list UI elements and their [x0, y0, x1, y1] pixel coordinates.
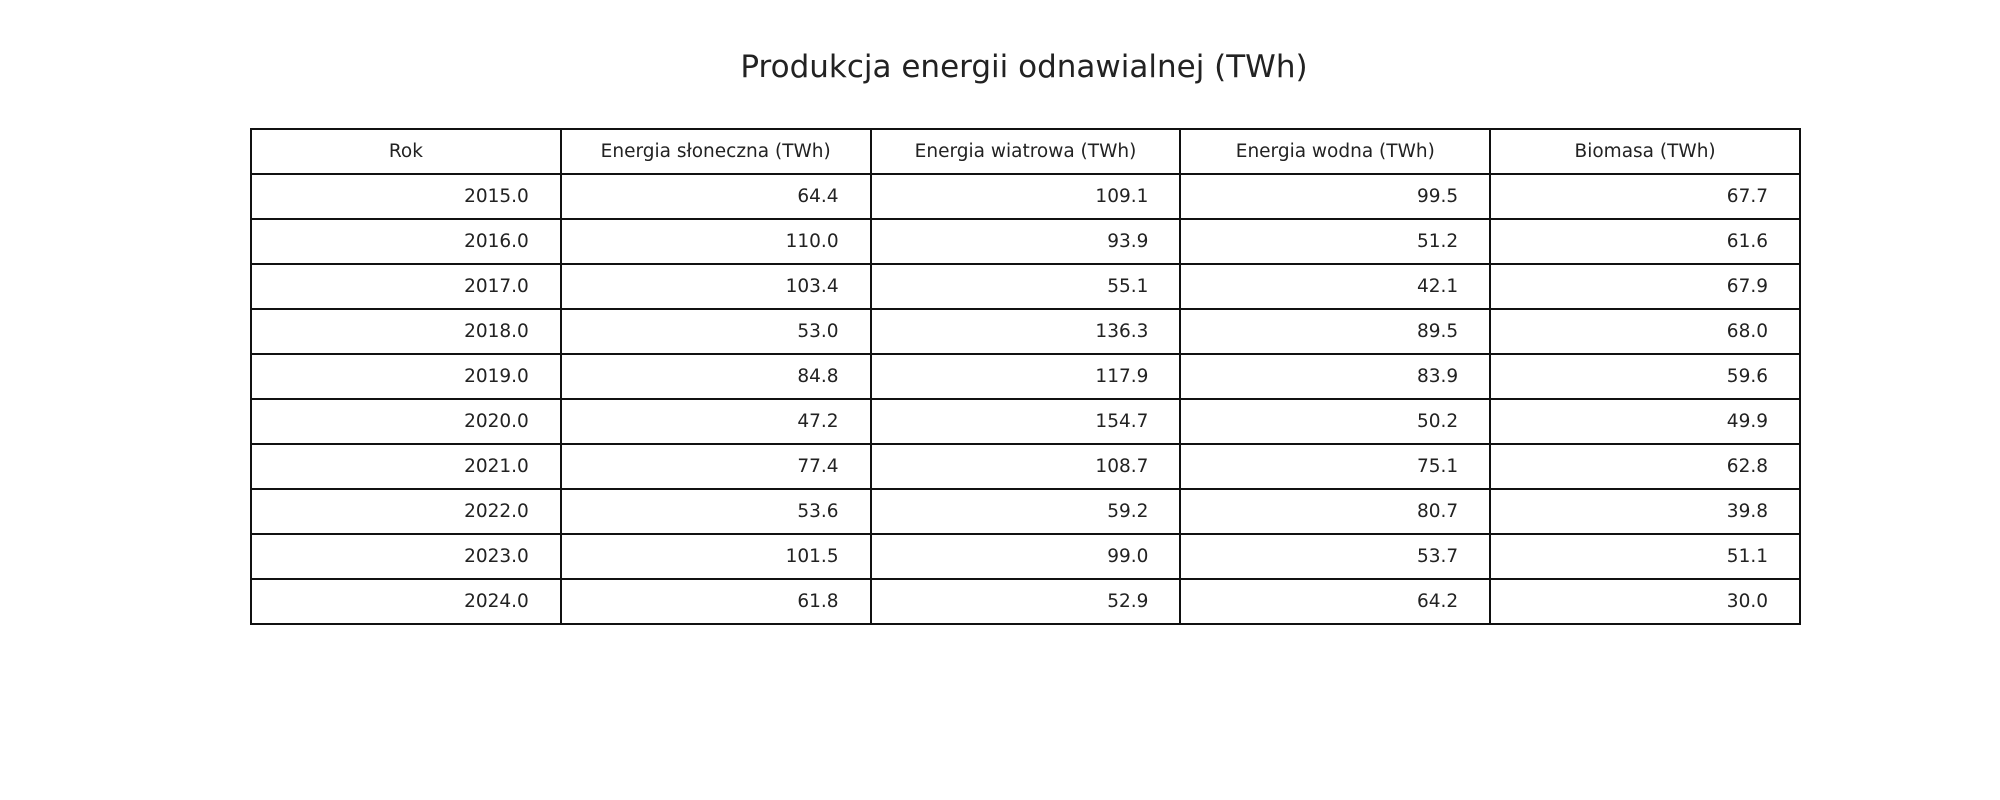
table-cell: 2024.0	[250, 578, 562, 625]
table-cell: 108.7	[869, 443, 1182, 490]
table-cell: 51.2	[1179, 218, 1492, 265]
table-row: 2020.0 47.2 154.7 50.2 49.9	[250, 398, 1801, 445]
table-row: 2022.0 53.6 59.2 80.7 39.8	[250, 488, 1801, 535]
table-cell: 83.9	[1179, 353, 1492, 400]
table-cell: 51.1	[1489, 533, 1801, 580]
table-body: 2015.0 64.4 109.1 99.5 67.7 2016.0 110.0 93.9 51…	[250, 173, 1801, 625]
table-cell: 68.0	[1489, 308, 1801, 355]
table-cell: 52.9	[869, 578, 1182, 625]
column-header: Energia wodna (TWh)	[1179, 128, 1492, 175]
table-cell: 53.0	[559, 308, 872, 355]
column-header: Rok	[250, 128, 562, 175]
table-row: 2016.0 110.0 93.9 51.2 61.6	[250, 218, 1801, 265]
table-cell: 89.5	[1179, 308, 1492, 355]
table-cell: 42.1	[1179, 263, 1492, 310]
table-cell: 75.1	[1179, 443, 1492, 490]
table-cell: 62.8	[1489, 443, 1801, 490]
table-cell: 99.0	[869, 533, 1182, 580]
table-cell: 101.5	[559, 533, 872, 580]
table-cell: 2022.0	[250, 488, 562, 535]
table-row: 2019.0 84.8 117.9 83.9 59.6	[250, 353, 1801, 400]
table-cell: 93.9	[869, 218, 1182, 265]
table-cell: 61.8	[559, 578, 872, 625]
table-cell: 59.6	[1489, 353, 1801, 400]
table-cell: 61.6	[1489, 218, 1801, 265]
column-header: Biomasa (TWh)	[1489, 128, 1801, 175]
table-cell: 67.7	[1489, 173, 1801, 220]
table-cell: 64.2	[1179, 578, 1492, 625]
table-cell: 59.2	[869, 488, 1182, 535]
table-cell: 53.7	[1179, 533, 1492, 580]
table-cell: 50.2	[1179, 398, 1492, 445]
table-cell: 30.0	[1489, 578, 1801, 625]
table-row: 2023.0 101.5 99.0 53.7 51.1	[250, 533, 1801, 580]
table-cell: 77.4	[559, 443, 872, 490]
table-row: 2024.0 61.8 52.9 64.2 30.0	[250, 578, 1801, 625]
table-cell: 103.4	[559, 263, 872, 310]
table-cell: 109.1	[869, 173, 1182, 220]
table-row: 2021.0 77.4 108.7 75.1 62.8	[250, 443, 1801, 490]
table-cell: 47.2	[559, 398, 872, 445]
table-cell: 2017.0	[250, 263, 562, 310]
table-cell: 80.7	[1179, 488, 1492, 535]
table-cell: 64.4	[559, 173, 872, 220]
table-cell: 154.7	[869, 398, 1182, 445]
table-cell: 2020.0	[250, 398, 562, 445]
column-header: Energia słoneczna (TWh)	[559, 128, 872, 175]
table-cell: 99.5	[1179, 173, 1492, 220]
table-cell: 2015.0	[250, 173, 562, 220]
table-cell: 2021.0	[250, 443, 562, 490]
data-table: Rok Energia słoneczna (TWh) Energia wiatro…	[250, 128, 1801, 625]
table-cell: 55.1	[869, 263, 1182, 310]
table-cell: 136.3	[869, 308, 1182, 355]
table-cell: 53.6	[559, 488, 872, 535]
column-header: Energia wiatrowa (TWh)	[869, 128, 1182, 175]
table-cell: 110.0	[559, 218, 872, 265]
table-cell: 2016.0	[250, 218, 562, 265]
table-title: Produkcja energii odnawialnej (TWh)	[740, 49, 1308, 85]
table-cell: 84.8	[559, 353, 872, 400]
table-cell: 2019.0	[250, 353, 562, 400]
header-row: Rok Energia słoneczna (TWh) Energia wiatro…	[250, 128, 1801, 175]
table-row: 2018.0 53.0 136.3 89.5 68.0	[250, 308, 1801, 355]
table-cell: 2018.0	[250, 308, 562, 355]
table-cell: 117.9	[869, 353, 1182, 400]
table-cell: 67.9	[1489, 263, 1801, 310]
table-cell: 2023.0	[250, 533, 562, 580]
table-row: 2017.0 103.4 55.1 42.1 67.9	[250, 263, 1801, 310]
table-cell: 39.8	[1489, 488, 1801, 535]
table-cell: 49.9	[1489, 398, 1801, 445]
table-row: 2015.0 64.4 109.1 99.5 67.7	[250, 173, 1801, 220]
